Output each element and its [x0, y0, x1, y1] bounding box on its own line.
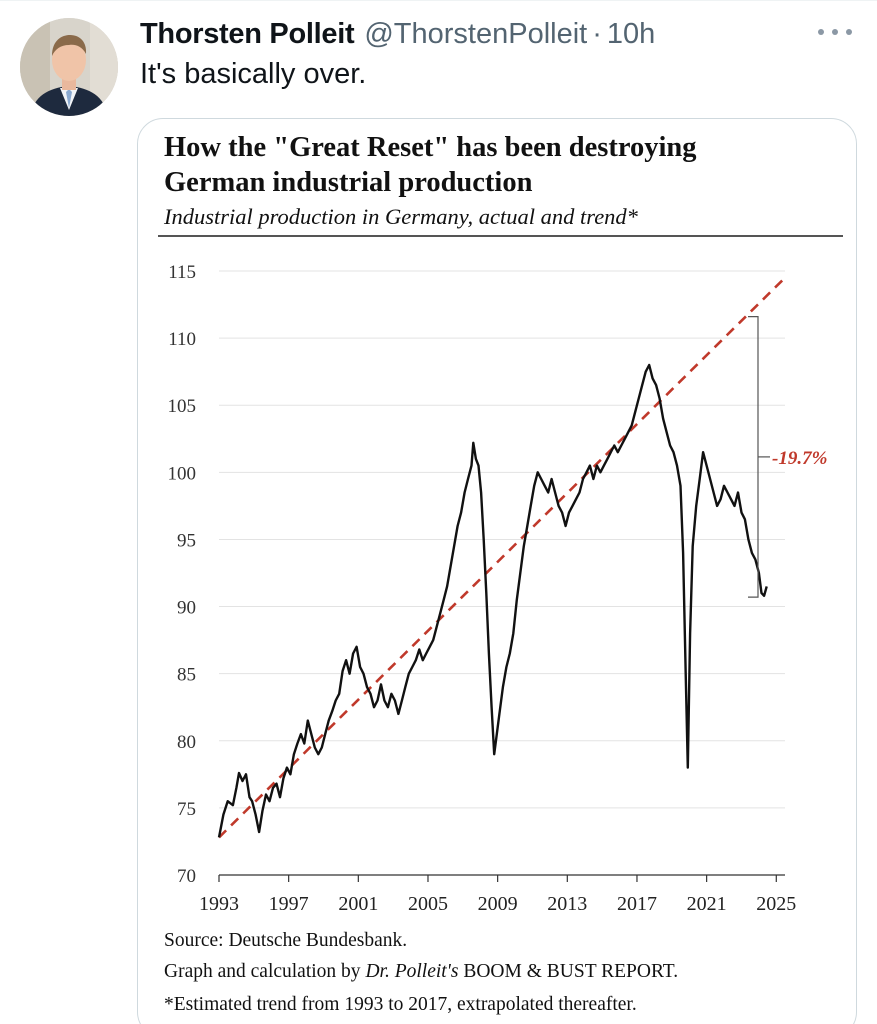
avatar[interactable]	[20, 18, 118, 116]
title-divider	[158, 235, 843, 237]
chart-subtitle: Industrial production in Germany, actual…	[164, 204, 638, 229]
y-tick-label-105: 105	[168, 396, 197, 417]
x-tick-label-2001: 2001	[338, 893, 378, 915]
y-tick-label-110: 110	[168, 329, 196, 350]
y-tick-label-95: 95	[177, 530, 196, 551]
y-tick-label-85: 85	[177, 665, 196, 686]
y-tick-label-80: 80	[177, 732, 196, 753]
more-horizontal-icon[interactable]	[818, 22, 852, 42]
trend-line	[218, 276, 786, 839]
chart-source: Source: Deutsche Bundesbank.	[164, 930, 408, 951]
display-name[interactable]: Thorsten Polleit	[140, 17, 355, 50]
timestamp[interactable]: 10h	[606, 17, 656, 50]
x-tick-label-2021: 2021	[687, 893, 727, 915]
tweet-header: Thorsten Polleit @ThorstenPolleit · 10h	[140, 14, 655, 54]
chart-footnote: *Estimated trend from 1993 to 2017, extr…	[164, 994, 637, 1015]
chart-title: How the "Great Reset" has been destroyin…	[164, 130, 804, 200]
x-tick-label-2009: 2009	[478, 893, 518, 915]
avatar-portrait	[20, 18, 118, 116]
tweet-text: It's basically over.	[140, 58, 367, 90]
x-tick-label-2025: 2025	[756, 893, 796, 915]
y-tick-label-90: 90	[177, 598, 196, 619]
x-tick-label-2005: 2005	[408, 893, 448, 915]
top-divider	[0, 0, 877, 1]
x-tick-label-1997: 1997	[269, 893, 309, 915]
y-tick-label-70: 70	[177, 866, 196, 887]
separator-dot: ·	[592, 17, 602, 50]
gap-annotation-label: -19.7%	[772, 448, 827, 469]
x-tick-label-2013: 2013	[547, 893, 587, 915]
user-handle[interactable]: @ThorstenPolleit	[364, 17, 588, 50]
x-tick-label-1993: 1993	[199, 893, 239, 915]
chart-credit: Graph and calculation by Dr. Polleit's B…	[164, 961, 678, 983]
chart-title-line-1: How the "Great Reset" has been destroyin…	[164, 132, 697, 163]
credit-name: Dr. Polleit's	[365, 961, 459, 982]
credit-suffix: BOOM & BUST REPORT.	[458, 961, 679, 982]
chart-title-line-2: German industrial production	[164, 167, 533, 198]
y-tick-label-100: 100	[168, 463, 197, 484]
credit-prefix: Graph and calculation by	[164, 961, 366, 982]
x-tick-label-2017: 2017	[617, 893, 657, 915]
media-card[interactable]	[137, 118, 857, 1024]
actual-series-line	[217, 363, 768, 838]
y-tick-label-115: 115	[168, 262, 196, 283]
y-tick-label-75: 75	[177, 799, 196, 820]
